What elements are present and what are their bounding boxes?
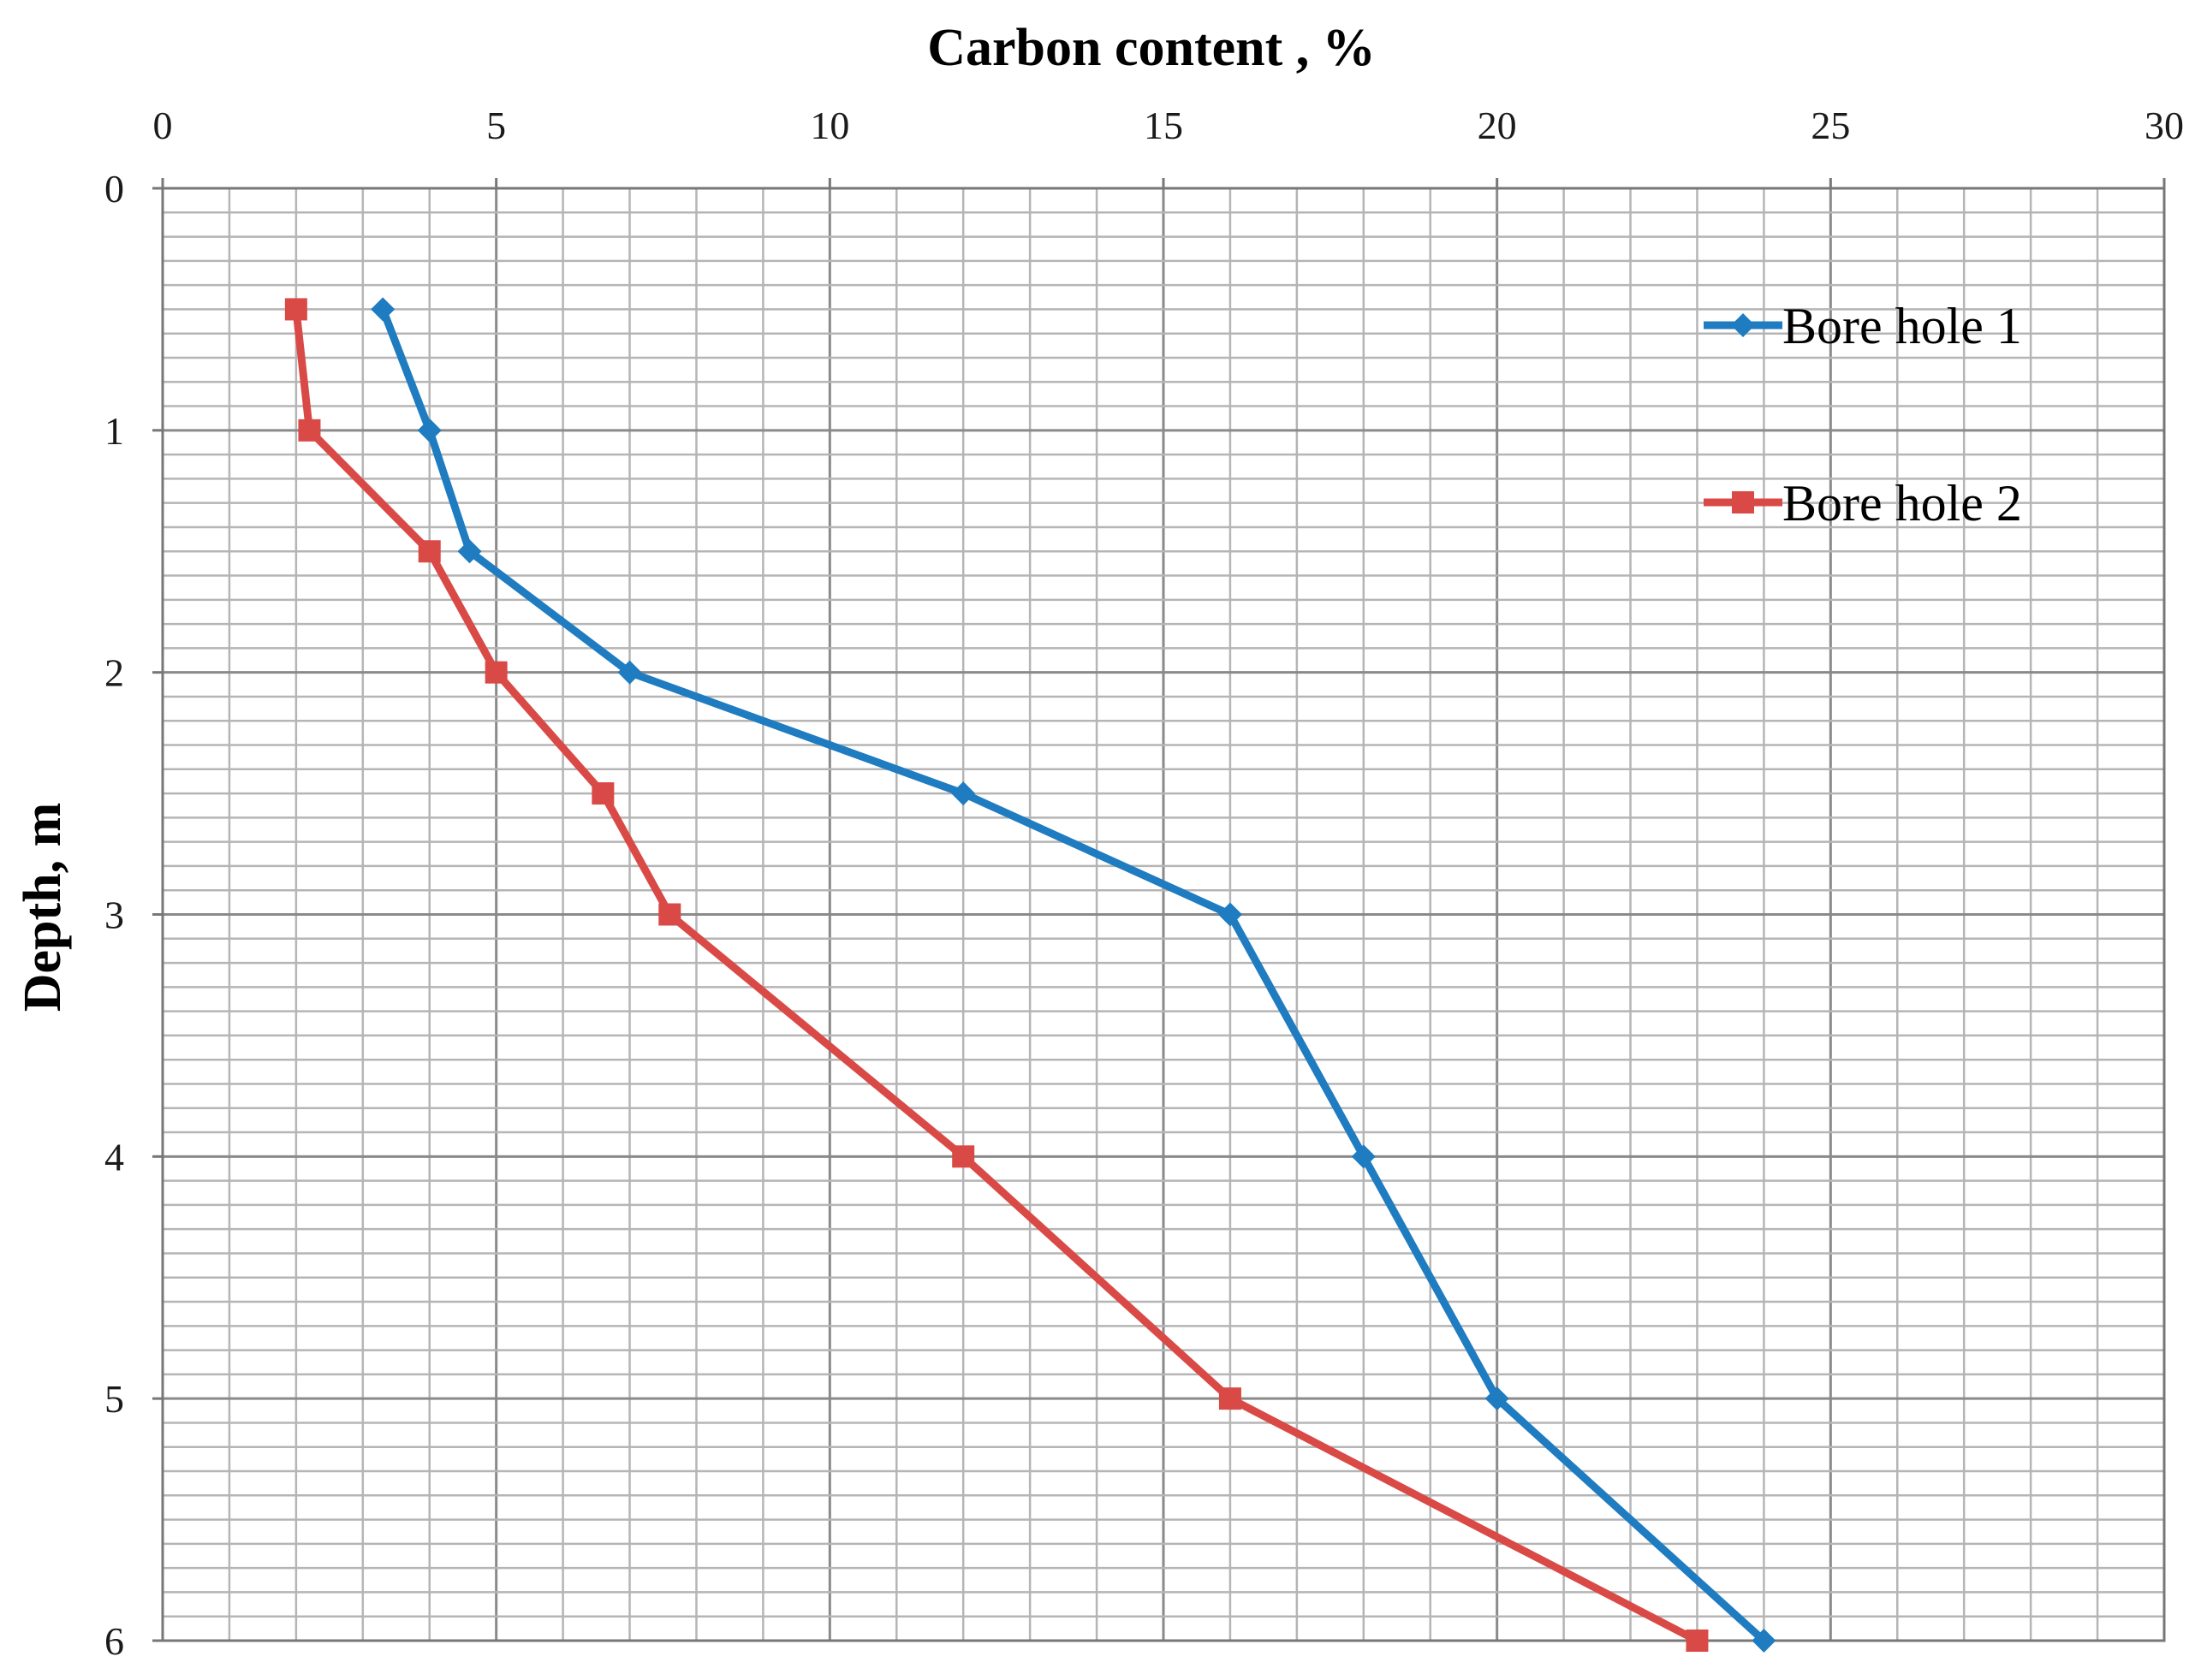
data-point <box>457 539 482 564</box>
data-point <box>617 660 642 685</box>
legend-item-1: Bore hole 1 <box>1704 298 2022 354</box>
y-tick-label: 4 <box>104 1135 124 1178</box>
axes <box>152 178 2166 1642</box>
data-point <box>1752 1629 1776 1653</box>
chart-title: Carbon content , % <box>927 19 1376 77</box>
data-point <box>417 418 442 442</box>
data-point <box>1217 902 1242 927</box>
grid <box>161 187 2166 1642</box>
x-tick-label: 15 <box>1144 104 1183 147</box>
data-point <box>298 419 321 442</box>
x-tick-label: 20 <box>1478 104 1517 147</box>
x-tick-label: 10 <box>810 104 849 147</box>
y-tick-label: 6 <box>104 1619 124 1663</box>
legend: Bore hole 1 Bore hole 2 <box>1704 298 2022 531</box>
y-tick-label: 5 <box>104 1377 124 1421</box>
y-tick-label: 2 <box>104 651 124 695</box>
data-point <box>592 782 615 805</box>
y-tick-label: 0 <box>104 167 124 211</box>
y-tick-label: 3 <box>104 893 124 937</box>
series-1 <box>371 297 1776 1653</box>
data-point <box>485 661 508 684</box>
x-tick-label: 0 <box>153 104 173 147</box>
legend-swatch-marker <box>1732 491 1754 513</box>
data-point <box>1484 1386 1509 1411</box>
x-tick-label: 30 <box>2144 104 2184 147</box>
data-point <box>1218 1387 1241 1410</box>
legend-item-2: Bore hole 2 <box>1704 475 2022 531</box>
y-tick-label: 1 <box>104 409 124 453</box>
x-tick-labels: 0 5 10 15 20 25 30 <box>153 104 2185 147</box>
series-line <box>378 307 1767 1644</box>
legend-label: Bore hole 2 <box>1782 475 2022 531</box>
series-line <box>292 308 1699 1644</box>
series-layer <box>284 297 1776 1653</box>
data-point <box>952 1145 975 1168</box>
data-point <box>951 781 976 806</box>
data-point <box>1351 1144 1376 1169</box>
x-tick-label: 25 <box>1811 104 1850 147</box>
y-axis-label: Depth, m <box>14 803 72 1012</box>
legend-label: Bore hole 1 <box>1782 298 2022 354</box>
legend-swatch-marker <box>1731 313 1755 337</box>
series-2 <box>284 298 1709 1652</box>
x-tick-label: 5 <box>486 104 506 147</box>
y-tick-labels: 0 1 2 3 4 5 6 <box>104 167 124 1663</box>
data-point <box>658 903 681 926</box>
data-point <box>284 298 307 321</box>
data-point <box>371 297 396 322</box>
data-point <box>418 540 441 563</box>
data-point <box>1686 1630 1709 1652</box>
